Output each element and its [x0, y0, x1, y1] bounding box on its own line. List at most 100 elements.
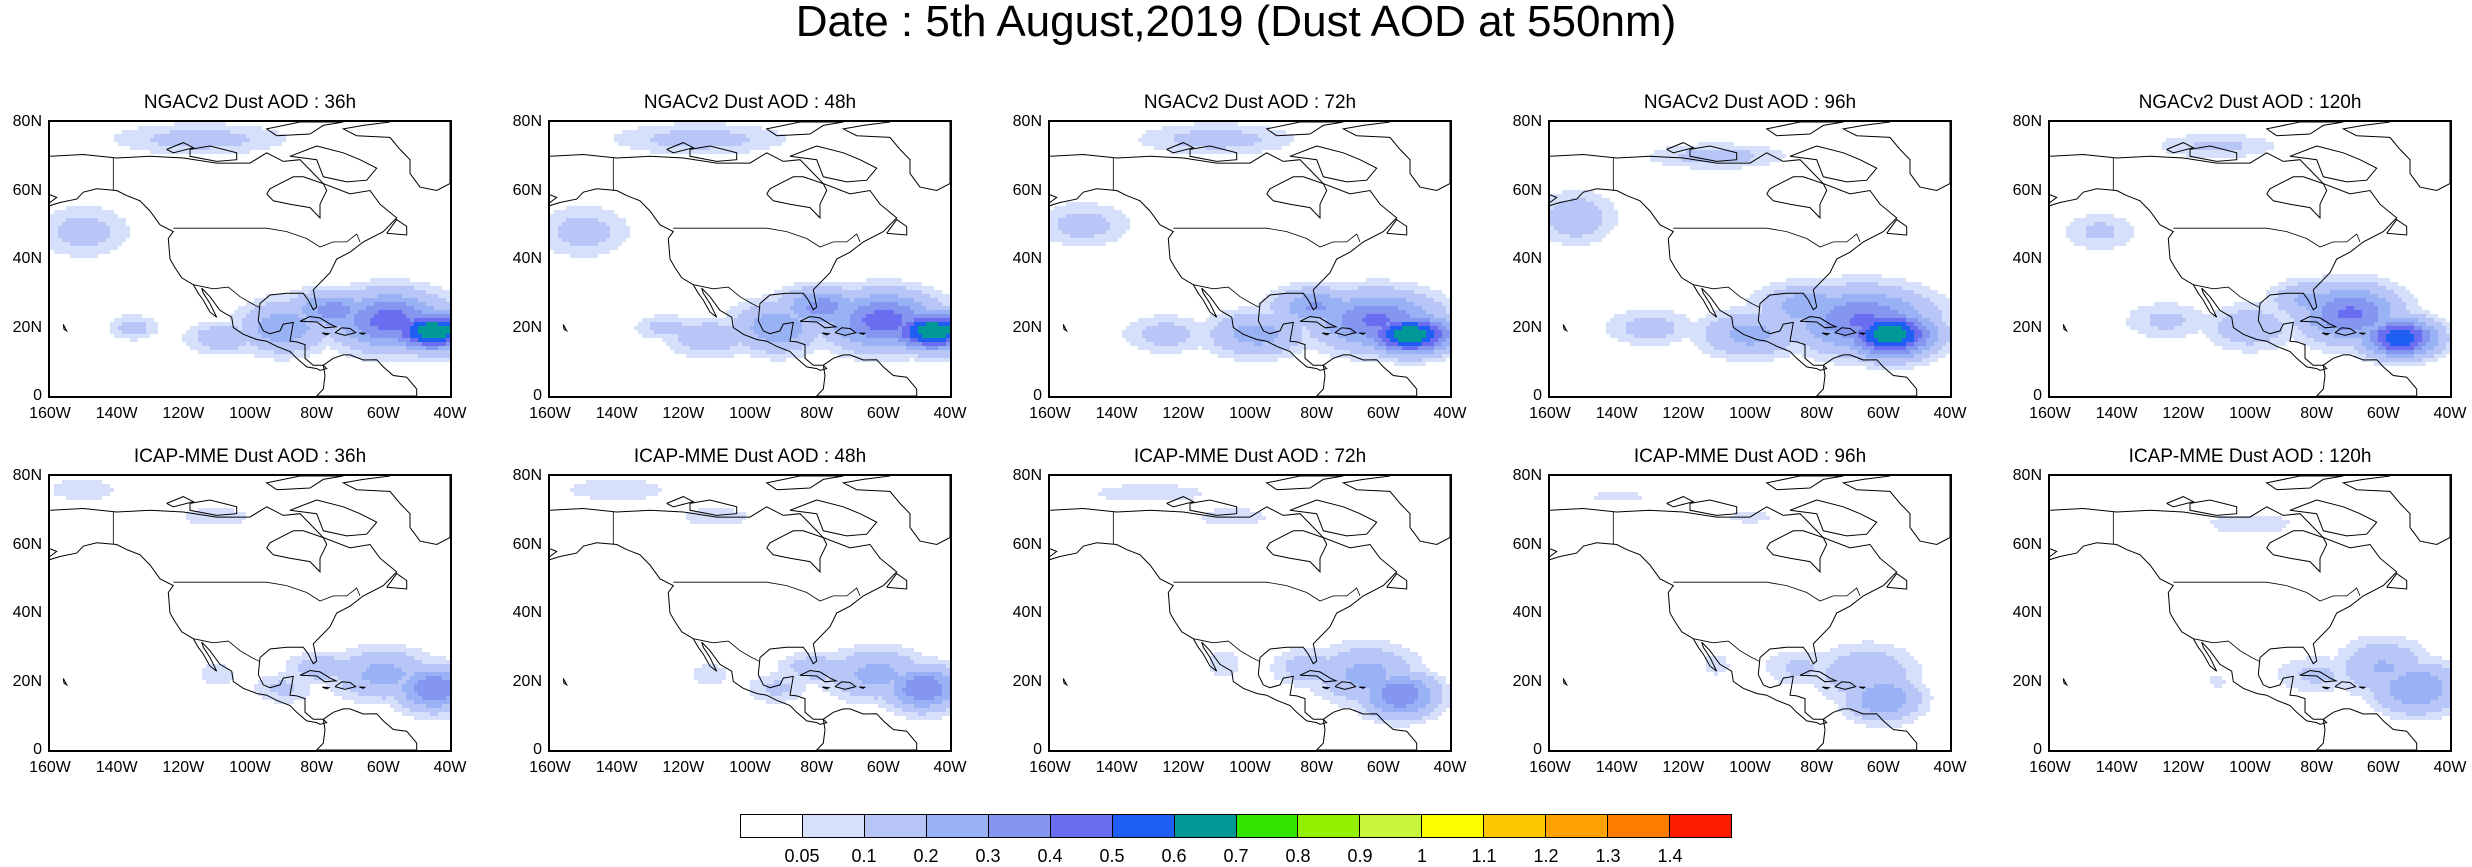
aod-grid-cell	[870, 314, 874, 318]
aod-grid-cell	[1294, 318, 1298, 322]
coastline	[767, 122, 844, 136]
aod-grid-cell	[626, 134, 630, 138]
aod-grid-cell	[378, 350, 382, 354]
aod-grid-cell	[914, 302, 918, 306]
aod-grid-cell	[590, 250, 594, 254]
aod-grid-cell	[894, 342, 898, 346]
aod-grid-cell	[54, 230, 58, 234]
aod-grid-cell	[138, 130, 142, 134]
aod-grid-cell	[1406, 342, 1410, 346]
aod-grid-cell	[1318, 350, 1322, 354]
aod-grid-cell	[754, 126, 758, 130]
aod-grid-cell	[258, 134, 262, 138]
aod-grid-cell	[654, 150, 658, 154]
aod-grid-cell	[326, 302, 330, 306]
aod-grid-cell	[746, 314, 750, 318]
aod-grid-cell	[78, 246, 82, 250]
aod-grid-cell	[1154, 346, 1158, 350]
aod-grid-cell	[710, 134, 714, 138]
aod-grid-cell	[1422, 330, 1426, 334]
aod-grid-cell	[358, 286, 362, 290]
aod-grid-cell	[362, 298, 366, 302]
aod-grid-cell	[658, 126, 662, 130]
aod-grid-cell	[1254, 358, 1258, 362]
aod-grid-cell	[330, 338, 334, 342]
aod-grid-cell	[1370, 322, 1374, 326]
aod-grid-cell	[1286, 294, 1290, 298]
aod-grid-cell	[730, 354, 734, 358]
aod-grid-cell	[582, 222, 586, 226]
aod-grid-cell	[1314, 342, 1318, 346]
aod-grid-cell	[674, 342, 678, 346]
aod-grid-cell	[910, 314, 914, 318]
aod-grid-cell	[1334, 346, 1338, 350]
aod-grid-cell	[258, 142, 262, 146]
aod-grid-cell	[298, 338, 302, 342]
longitude-tick-label: 120W	[153, 405, 213, 423]
aod-grid-cell	[714, 330, 718, 334]
aod-grid-cell	[662, 138, 666, 142]
aod-grid-cell	[1326, 302, 1330, 306]
aod-grid-cell	[1274, 354, 1278, 358]
aod-grid-cell	[906, 326, 910, 330]
aod-grid-cell	[626, 230, 630, 234]
aod-grid-cell	[898, 290, 902, 294]
aod-grid-cell	[146, 126, 150, 130]
aod-grid-cell	[1114, 230, 1118, 234]
aod-grid-cell	[422, 330, 426, 334]
aod-grid-cell	[1402, 330, 1406, 334]
aod-grid-cell	[598, 246, 602, 250]
aod-grid-cell	[278, 342, 282, 346]
aod-grid-cell	[1390, 302, 1394, 306]
aod-grid-cell	[1230, 346, 1234, 350]
aod-grid-cell	[214, 322, 218, 326]
aod-grid-cell	[1298, 282, 1302, 286]
aod-grid-cell	[1166, 346, 1170, 350]
aod-grid-cell	[1314, 330, 1318, 334]
aod-grid-cell	[786, 294, 790, 298]
aod-grid-cell	[378, 310, 382, 314]
aod-grid-cell	[858, 294, 862, 298]
aod-grid-cell	[1346, 346, 1350, 350]
aod-grid-cell	[406, 322, 410, 326]
aod-grid-cell	[318, 302, 322, 306]
aod-grid-cell	[698, 150, 702, 154]
aod-grid-cell	[1386, 326, 1390, 330]
aod-grid-cell	[862, 306, 866, 310]
aod-grid-cell	[1226, 146, 1230, 150]
aod-grid-cell	[386, 310, 390, 314]
aod-grid-cell	[1390, 286, 1394, 290]
aod-grid-cell	[1214, 322, 1218, 326]
aod-grid-cell	[1354, 314, 1358, 318]
aod-grid-cell	[1254, 322, 1258, 326]
aod-grid-cell	[1426, 342, 1430, 346]
aod-grid-cell	[362, 350, 366, 354]
aod-grid-cell	[602, 234, 606, 238]
aod-grid-cell	[726, 346, 730, 350]
aod-grid-cell	[1374, 346, 1378, 350]
aod-grid-cell	[1274, 334, 1278, 338]
aod-grid-cell	[830, 330, 834, 334]
aod-grid-cell	[1378, 354, 1382, 358]
aod-grid-cell	[758, 342, 762, 346]
aod-grid-cell	[1410, 346, 1414, 350]
aod-grid-cell	[858, 298, 862, 302]
aod-grid-cell	[406, 294, 410, 298]
aod-grid-cell	[1254, 310, 1258, 314]
aod-grid-cell	[1082, 226, 1086, 230]
aod-grid-cell	[118, 142, 122, 146]
aod-grid-cell	[938, 354, 942, 358]
aod-grid-cell	[414, 330, 418, 334]
aod-grid-cell	[618, 134, 622, 138]
aod-grid-cell	[758, 350, 762, 354]
aod-grid-cell	[442, 310, 446, 314]
aod-grid-cell	[1322, 314, 1326, 318]
aod-grid-cell	[354, 338, 358, 342]
aod-grid-cell	[278, 334, 282, 338]
aod-grid-cell	[918, 338, 922, 342]
aod-grid-cell	[902, 350, 906, 354]
aod-grid-cell	[374, 318, 378, 322]
aod-grid-cell	[1138, 346, 1142, 350]
aod-grid-cell	[310, 346, 314, 350]
aod-grid-cell	[190, 334, 194, 338]
